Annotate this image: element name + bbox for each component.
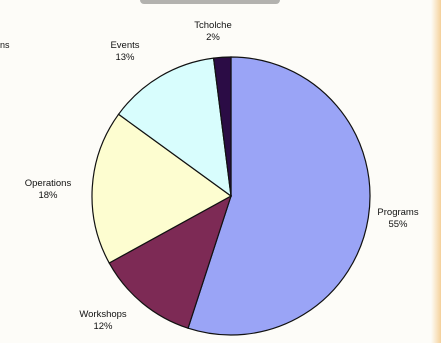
slice-label-workshops: Workshops <box>79 309 127 320</box>
pie-slice-operations <box>91 113 233 264</box>
edge-glow <box>431 0 441 343</box>
slice-percent-workshops: 12% <box>93 321 113 332</box>
pie-slice-programs <box>187 56 371 336</box>
pie-slice-events <box>117 57 232 198</box>
cropped-title-bar <box>140 0 280 4</box>
slice-percent-tcholche: 2% <box>206 32 220 43</box>
slice-label-operations: Operations <box>25 178 72 189</box>
cropped-edge-label: ns <box>0 40 10 50</box>
slice-label-tcholche: Tcholche <box>194 20 232 31</box>
slice-percent-programs: 55% <box>388 219 408 230</box>
slice-label-events: Events <box>110 40 139 51</box>
slice-label-programs: Programs <box>377 207 418 218</box>
pie-slice-tcholche <box>212 56 232 197</box>
pie-slice-workshops <box>108 194 233 329</box>
slice-percent-events: 13% <box>115 52 135 63</box>
slice-percent-operations: 18% <box>38 190 58 201</box>
